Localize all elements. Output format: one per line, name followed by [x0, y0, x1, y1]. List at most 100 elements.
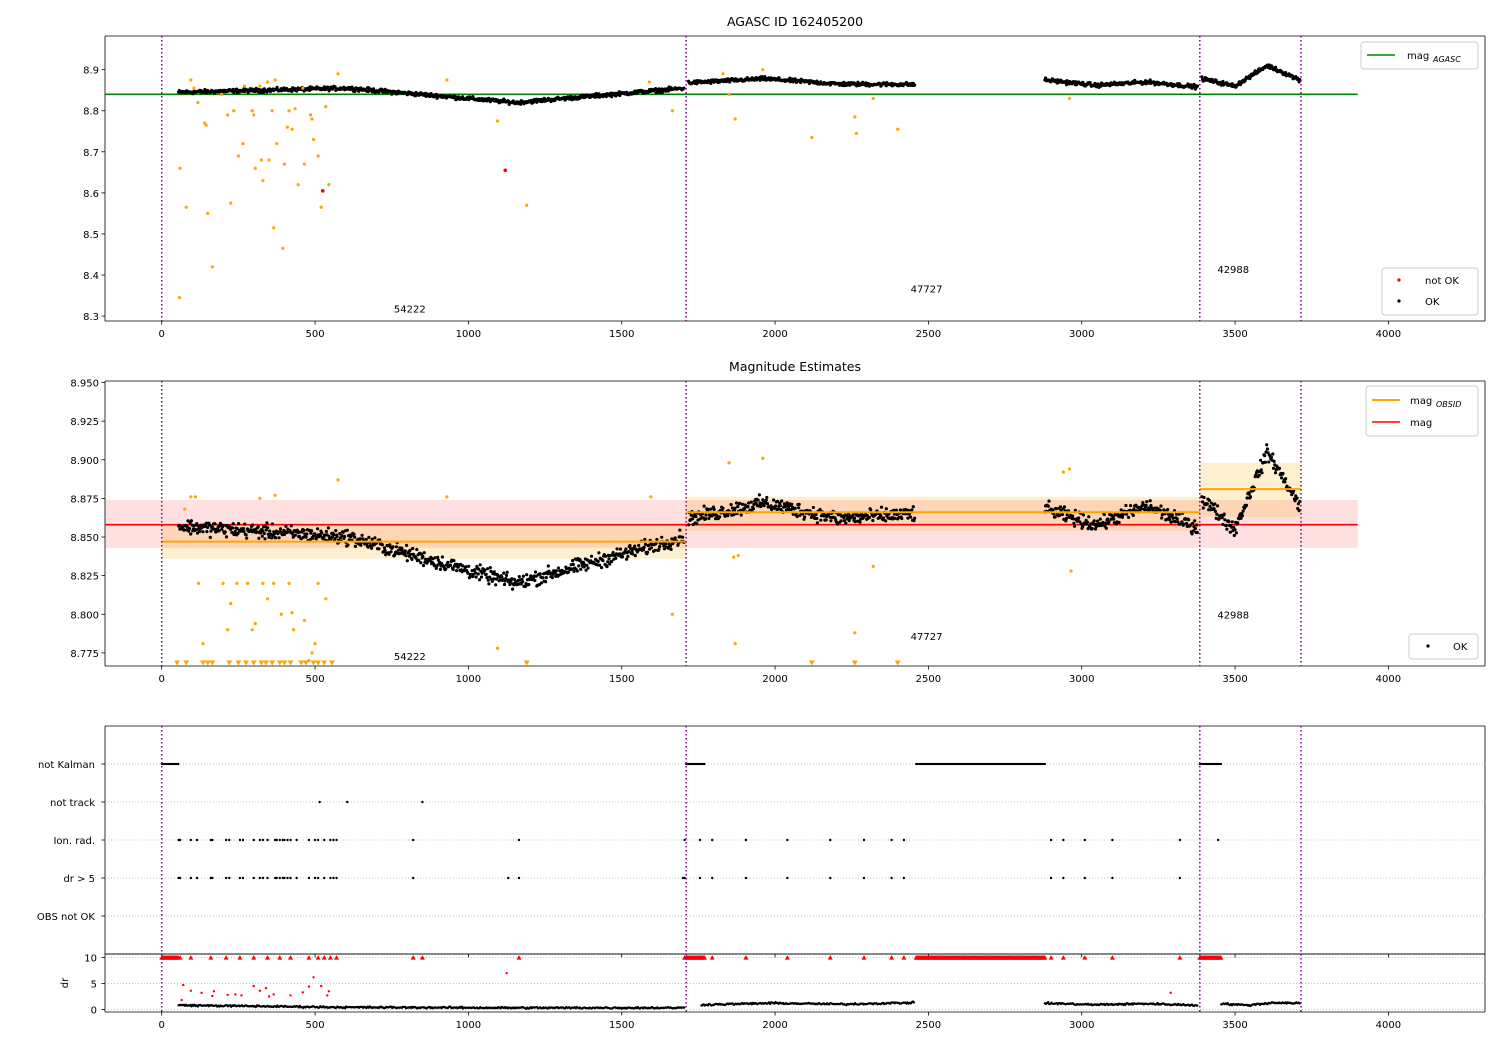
- flag-point: [177, 762, 180, 766]
- ok-point: [762, 504, 766, 508]
- dr-red-point: [240, 994, 243, 997]
- ok-point: [1273, 471, 1278, 475]
- flag-point: [1043, 762, 1047, 766]
- excluded-point: [670, 109, 674, 113]
- ok-point: [798, 513, 802, 517]
- ok-point: [780, 499, 784, 503]
- ok-point: [774, 504, 778, 508]
- ok-point: [1060, 512, 1065, 517]
- ok-point: [372, 87, 376, 91]
- ok-point: [289, 524, 293, 528]
- y-tick-label: 8.800: [70, 610, 99, 621]
- x-tick-label: 3500: [1222, 674, 1247, 685]
- ok-point: [1087, 515, 1091, 519]
- ok-point: [436, 558, 440, 562]
- ok-point: [815, 516, 819, 521]
- flag-point: [698, 876, 702, 880]
- flag-point: [902, 838, 906, 842]
- excluded-point: [854, 131, 858, 135]
- ok-point: [1120, 515, 1125, 519]
- ok-point: [1195, 530, 1199, 535]
- ok-point: [370, 537, 374, 541]
- ok-point: [1265, 443, 1269, 447]
- excluded-floor-marker: [243, 660, 250, 666]
- ok-point: [738, 501, 742, 505]
- ok-point: [520, 577, 524, 581]
- dr-red-point: [234, 993, 237, 996]
- ok-point: [1267, 460, 1271, 464]
- ok-point: [734, 501, 739, 505]
- dr-red-point: [327, 990, 331, 993]
- excluded-point: [761, 456, 765, 460]
- plot-area: [159, 955, 1301, 1010]
- legend-label: mag: [1410, 418, 1432, 429]
- legend-box: [1360, 41, 1479, 70]
- excluded-point: [267, 158, 271, 162]
- flag-point: [711, 838, 714, 842]
- ok-point: [1124, 503, 1128, 508]
- flag-point: [698, 838, 702, 842]
- ok-point: [358, 537, 362, 541]
- flag-point: [862, 838, 866, 842]
- flag-point: [517, 838, 521, 842]
- ok-point: [1232, 533, 1236, 538]
- ok-point: [818, 507, 822, 512]
- dr-red-point: [264, 986, 268, 990]
- flag-point: [683, 838, 686, 842]
- ok-point: [898, 508, 903, 512]
- excluded-floor-marker: [269, 660, 276, 666]
- ok-point: [1176, 520, 1180, 524]
- ok-point: [844, 521, 848, 525]
- flag-point: [286, 876, 289, 880]
- chart-title: AGASC ID 162405200: [727, 14, 863, 29]
- ok-point: [618, 93, 622, 98]
- ok-point: [1170, 513, 1174, 517]
- ok-point: [295, 528, 299, 532]
- ok-point: [811, 505, 816, 510]
- ok-point: [1102, 512, 1106, 517]
- excluded-floor-marker: [851, 660, 858, 666]
- ok-point: [1132, 507, 1136, 511]
- ok-point: [839, 519, 843, 523]
- ok-point: [1227, 520, 1231, 524]
- ok-point: [446, 560, 450, 565]
- ok-point: [728, 80, 732, 84]
- flag-point: [241, 876, 245, 880]
- ok-point: [631, 552, 635, 556]
- ok-point: [390, 92, 394, 96]
- flag-point: [178, 838, 182, 842]
- clipped-marker: [1060, 955, 1066, 960]
- ok-point: [797, 502, 801, 506]
- ok-point: [733, 506, 737, 510]
- ok-point: [736, 504, 740, 509]
- ok-point: [871, 518, 875, 523]
- clipped-marker: [1109, 955, 1115, 960]
- ok-point: [1081, 513, 1085, 517]
- ok-point: [488, 566, 492, 570]
- ok-point: [1248, 495, 1253, 499]
- ok-point: [542, 96, 546, 100]
- ok-point: [533, 570, 538, 574]
- y-tick-label: 8.900: [70, 456, 99, 467]
- ok-point: [405, 559, 409, 563]
- excluded-point: [258, 84, 262, 88]
- ok-point: [461, 564, 465, 568]
- ok-point: [484, 572, 488, 577]
- ok-point: [521, 580, 525, 584]
- ok-point: [1148, 499, 1152, 503]
- ok-point: [572, 569, 576, 574]
- ok-point: [305, 532, 309, 536]
- ok-point: [316, 527, 320, 531]
- ok-point: [710, 514, 714, 518]
- ok-point: [311, 536, 315, 540]
- ok-point: [554, 569, 559, 573]
- ok-point: [405, 543, 409, 548]
- x-tick-label: 4000: [1376, 1020, 1401, 1031]
- ok-point: [1296, 502, 1300, 506]
- ok-point: [1284, 477, 1288, 481]
- dr-red-point: [1169, 991, 1172, 995]
- dr-red-point: [200, 991, 203, 995]
- excluded-point: [226, 628, 230, 632]
- ok-point: [662, 544, 666, 548]
